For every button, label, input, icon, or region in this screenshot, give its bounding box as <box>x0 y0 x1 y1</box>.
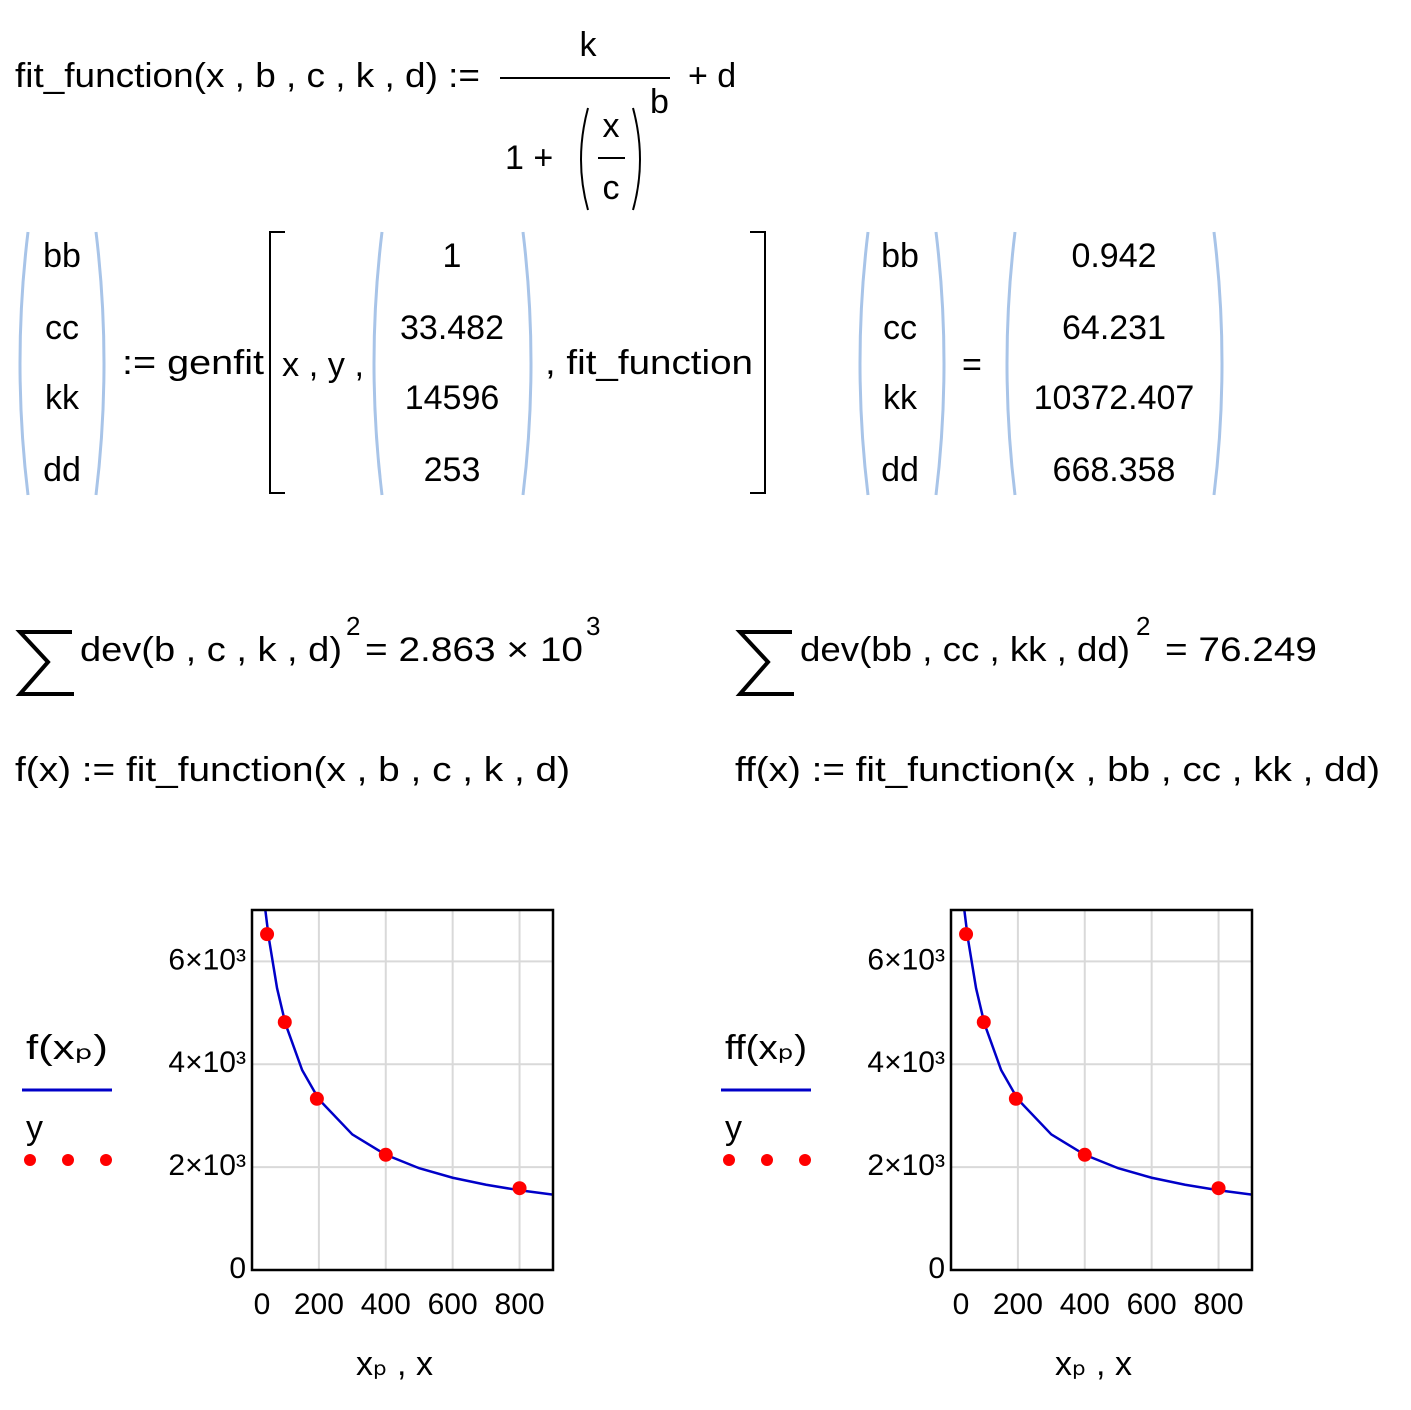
bracket <box>269 231 285 494</box>
x-tick-label: 600 <box>428 1288 478 1321</box>
fit-curve <box>963 910 1252 1196</box>
x-tick-label: 200 <box>993 1288 1043 1321</box>
vector-entry: 1 <box>443 237 462 275</box>
genfit-operator: := genfit <box>122 344 265 382</box>
definition-tail: + d <box>688 57 736 95</box>
x-tick-label: 800 <box>1194 1288 1244 1321</box>
y-tick-label: 2×10³ <box>867 1149 945 1182</box>
ratio-top: x <box>603 107 620 145</box>
vector-entry: dd <box>43 451 81 489</box>
legend-label: y <box>725 1109 742 1147</box>
paren <box>934 231 946 496</box>
x-tick-label: 600 <box>1127 1288 1177 1321</box>
vector-entry: 10372.407 <box>1034 379 1195 417</box>
legend-label: y <box>26 1109 43 1147</box>
sum-result: = 2.863 × 10 <box>365 631 583 669</box>
data-point <box>1008 1091 1023 1106</box>
sum-expression: dev(b , c , k , d) <box>80 631 342 669</box>
legend-marker <box>62 1154 74 1166</box>
genfit-args: , fit_function <box>545 344 753 382</box>
x-tick-label: 0 <box>953 1288 970 1321</box>
y-tick-label: 6×10³ <box>168 943 246 976</box>
bracket <box>750 231 766 494</box>
data-point <box>1211 1181 1226 1196</box>
vector-entry: 253 <box>424 451 481 489</box>
x-axis-label: xₚ , x <box>1055 1345 1132 1383</box>
data-point <box>976 1015 991 1030</box>
ratio-bottom: c <box>603 169 620 207</box>
vector-entry: 14596 <box>405 379 500 417</box>
paren <box>18 231 30 496</box>
y-tick-label: 4×10³ <box>168 1046 246 1079</box>
vector-entry: bb <box>881 237 919 275</box>
function-definition: ff(x) := fit_function(x , bb , cc , kk ,… <box>735 751 1380 789</box>
chart: 0 200 400 600 800 0 2×10³ 4×10³ 6×10³ xₚ , x ff(xₚ… <box>721 908 1254 1383</box>
sigma <box>735 630 794 696</box>
plot-frame <box>949 908 1254 1272</box>
sum-power: 2 <box>1136 611 1150 641</box>
paren <box>580 107 589 211</box>
vector-entry: bb <box>43 237 81 275</box>
data-point <box>260 927 275 942</box>
legend-label: f(xₚ) <box>26 1029 108 1067</box>
paren <box>1005 231 1017 496</box>
equals: = <box>962 346 982 384</box>
data-point <box>309 1091 324 1106</box>
data-point <box>959 927 974 942</box>
vector-entry: 668.358 <box>1053 451 1176 489</box>
vector-entry: cc <box>45 309 79 347</box>
sigma <box>15 630 74 696</box>
x-tick-label: 800 <box>495 1288 545 1321</box>
data-point <box>1077 1147 1092 1162</box>
vector-entry: cc <box>883 309 917 347</box>
exponent: b <box>650 83 669 121</box>
legend-label: ff(xₚ) <box>725 1029 807 1067</box>
genfit-args: x , y , <box>282 346 364 384</box>
legend-marker <box>799 1154 811 1166</box>
x-tick-label: 400 <box>361 1288 411 1321</box>
definition-lhs: fit_function(x , b , c , k , d) := <box>15 57 480 95</box>
legend-marker <box>761 1154 773 1166</box>
chart: 0 200 400 600 800 0 2×10³ 4×10³ 6×10³ xₚ , x f(xₚ)… <box>22 908 555 1383</box>
plot-frame <box>250 908 555 1272</box>
vector-entry: 0.942 <box>1071 237 1156 275</box>
x-tick-label: 200 <box>294 1288 344 1321</box>
paren <box>94 231 106 496</box>
x-tick-label: 0 <box>254 1288 271 1321</box>
paren <box>372 231 384 496</box>
paren <box>632 107 641 211</box>
y-tick-label: 2×10³ <box>168 1149 246 1182</box>
y-tick-label: 0 <box>928 1252 945 1285</box>
legend-marker <box>24 1154 36 1166</box>
denominator-lead: 1 + <box>505 139 553 177</box>
data-point <box>378 1147 393 1162</box>
sum-result-exponent: 3 <box>586 611 600 641</box>
paren <box>858 231 870 496</box>
x-axis-label: xₚ , x <box>356 1345 433 1383</box>
legend-marker <box>723 1154 735 1166</box>
vector-entry: 64.231 <box>1062 309 1166 347</box>
fit-curve <box>264 910 553 1196</box>
data-point <box>512 1181 527 1196</box>
numerator: k <box>580 26 598 64</box>
x-tick-label: 400 <box>1060 1288 1110 1321</box>
sum-expression: dev(bb , cc , kk , dd) <box>800 631 1130 669</box>
vector-entry: kk <box>883 379 918 417</box>
function-definition: f(x) := fit_function(x , b , c , k , d) <box>15 751 570 789</box>
sum-power: 2 <box>346 611 360 641</box>
paren <box>1212 231 1224 496</box>
paren <box>521 231 533 496</box>
sum-result: = 76.249 <box>1165 631 1317 669</box>
y-tick-label: 4×10³ <box>867 1046 945 1079</box>
vector-entry: kk <box>45 379 80 417</box>
vector-entry: 33.482 <box>400 309 504 347</box>
y-tick-label: 0 <box>229 1252 246 1285</box>
vector-entry: dd <box>881 451 919 489</box>
y-tick-label: 6×10³ <box>867 943 945 976</box>
data-point <box>277 1015 292 1030</box>
legend-marker <box>100 1154 112 1166</box>
